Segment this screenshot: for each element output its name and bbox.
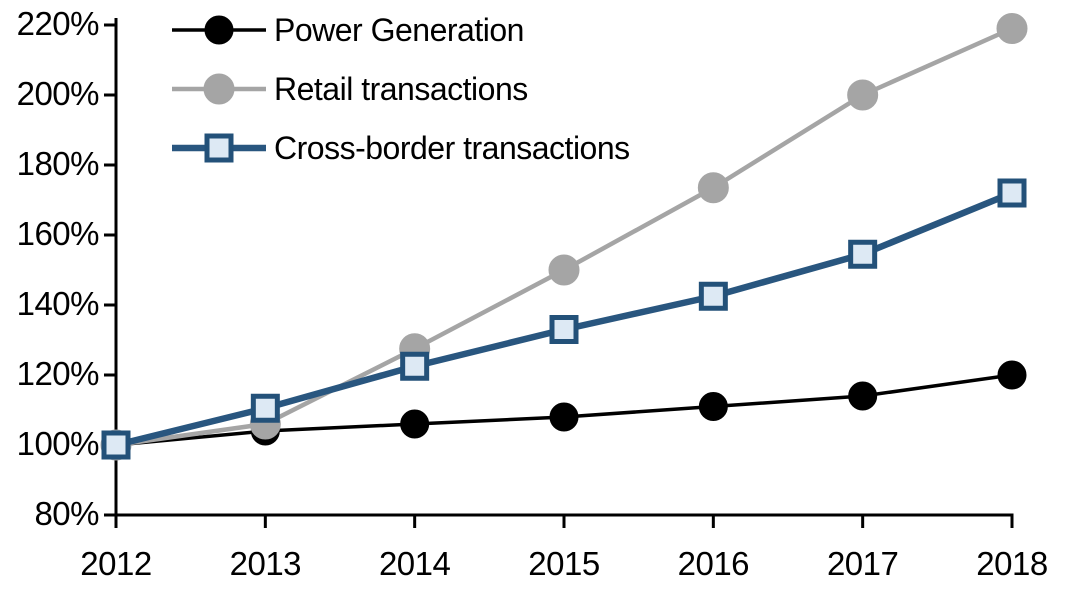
x-axis-tick-label: 2014 — [379, 545, 451, 582]
data-point-cross-border-transactions-2014 — [400, 351, 430, 381]
x-axis-tick-label: 2013 — [230, 545, 301, 582]
legend-circle-marker-icon — [203, 73, 235, 105]
y-axis-tick-label: 200% — [17, 75, 100, 112]
data-point-cross-border-transactions-2016 — [698, 281, 728, 311]
data-point-cross-border-transactions-2017 — [848, 239, 878, 269]
legend-label-power-generation: Power Generation — [274, 12, 524, 48]
data-point-cross-border-transactions-2013 — [250, 393, 280, 423]
series-cross-border-transactions — [101, 178, 1027, 460]
axes: 80% 100% 120% 140% 160% 180% 200% 220% 2012 2013 2… — [17, 5, 1049, 582]
data-point-power-generation-2014 — [400, 409, 430, 439]
data-point-cross-border-transactions-2012 — [101, 430, 131, 460]
legend-label-retail-transactions: Retail transactions — [274, 71, 528, 107]
y-axis-tick-label: 220% — [17, 5, 100, 42]
data-point-retail-transactions-2015 — [548, 254, 580, 286]
legend: Power Generation Retail transactions Cross… — [172, 12, 630, 166]
legend-item-power-generation: Power Generation — [172, 12, 524, 48]
data-point-power-generation-2018 — [997, 360, 1027, 390]
data-point-retail-transactions-2017 — [847, 79, 879, 111]
x-axis-tick-label: 2017 — [827, 545, 898, 582]
y-axis-tick-label: 100% — [17, 425, 100, 462]
series-power-generation — [101, 360, 1027, 460]
legend-label-cross-border-transactions: Cross-border transactions — [274, 130, 630, 166]
data-point-retail-transactions-2018 — [996, 13, 1028, 44]
data-point-cross-border-transactions-2015 — [549, 315, 579, 344]
y-axis-tick-label: 120% — [17, 355, 100, 392]
y-axis-tick-label: 80% — [34, 495, 99, 532]
data-point-retail-transactions-2016 — [697, 172, 729, 204]
data-point-power-generation-2016 — [698, 392, 728, 421]
legend-square-marker-icon — [204, 133, 234, 163]
legend-circle-marker-icon — [204, 15, 234, 45]
x-axis-tick-label: 2015 — [528, 545, 599, 582]
y-axis-tick-label: 160% — [17, 215, 100, 252]
legend-item-cross-border-transactions: Cross-border transactions — [172, 130, 630, 166]
x-axis-tick-label: 2018 — [976, 545, 1047, 582]
data-point-cross-border-transactions-2018 — [997, 178, 1027, 208]
y-axis-tick-label: 140% — [17, 285, 100, 322]
x-axis-tick-label: 2016 — [678, 545, 749, 582]
data-point-power-generation-2015 — [549, 402, 579, 432]
x-axis-tick-label: 2012 — [80, 545, 151, 582]
y-axis-tick-label: 180% — [17, 145, 100, 182]
data-point-power-generation-2017 — [848, 381, 878, 411]
legend-item-retail-transactions: Retail transactions — [172, 71, 528, 107]
